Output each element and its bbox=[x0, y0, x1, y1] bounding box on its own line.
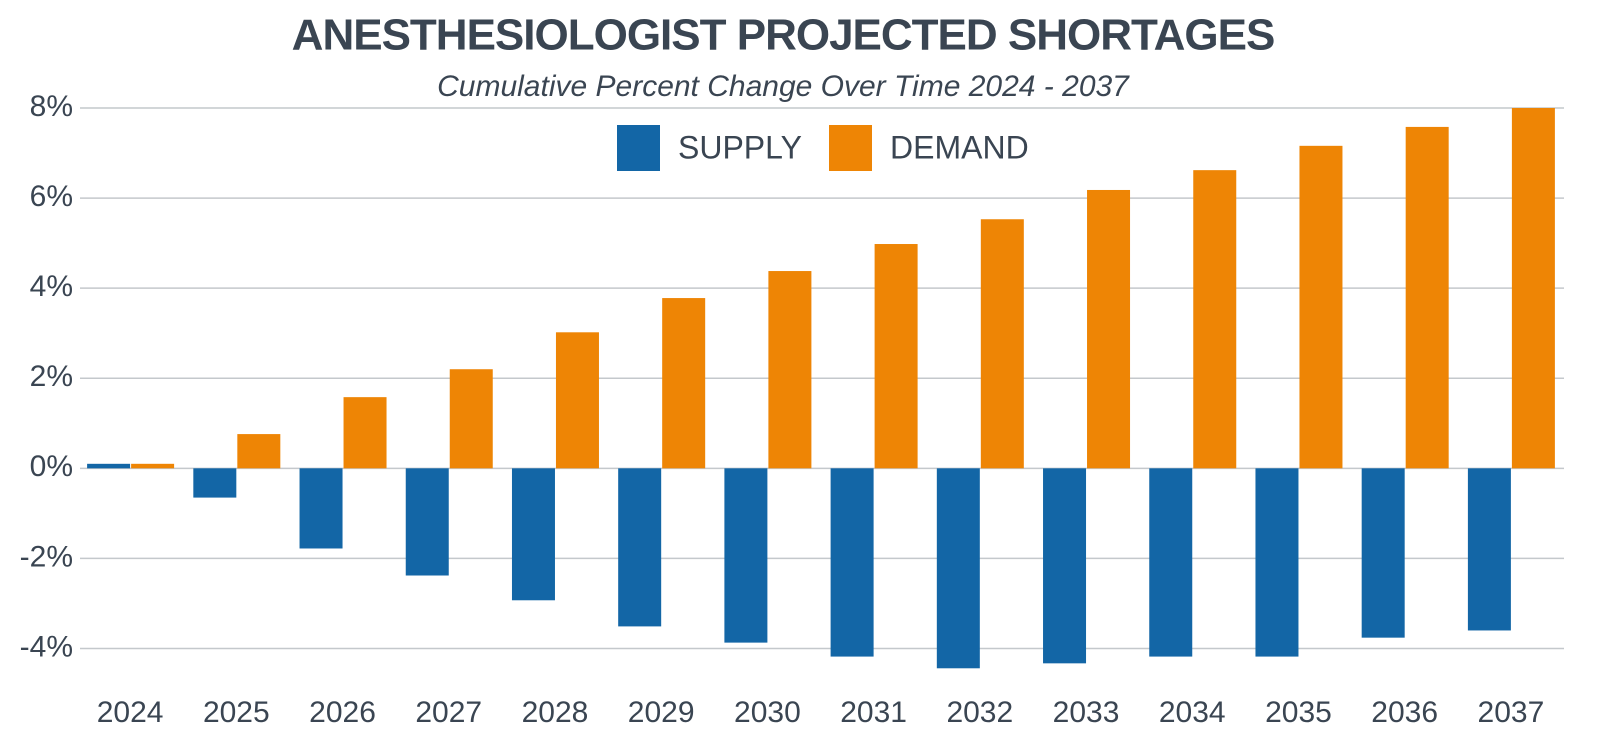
bar bbox=[768, 271, 812, 469]
x-tick-label: 2027 bbox=[415, 696, 482, 729]
y-tick-label: 2% bbox=[30, 360, 73, 393]
legend-swatch bbox=[617, 125, 660, 171]
bar bbox=[343, 397, 387, 469]
bar bbox=[511, 468, 555, 601]
x-tick-label: 2030 bbox=[734, 696, 801, 729]
legend-label: SUPPLY bbox=[678, 129, 802, 165]
bar bbox=[1511, 108, 1555, 469]
bar bbox=[874, 244, 918, 469]
x-tick-label: 2036 bbox=[1371, 696, 1438, 729]
y-tick-label: 4% bbox=[30, 270, 73, 303]
chart-subtitle: Cumulative Percent Change Over Time 2024… bbox=[437, 70, 1130, 103]
bar bbox=[1149, 468, 1193, 657]
bar bbox=[830, 468, 874, 657]
bar bbox=[237, 434, 281, 469]
bar bbox=[1361, 468, 1405, 638]
x-tick-label: 2028 bbox=[522, 696, 589, 729]
bar bbox=[405, 468, 449, 576]
bar bbox=[1043, 468, 1087, 664]
y-tick-label: 8% bbox=[30, 90, 73, 123]
y-tick-label: -2% bbox=[20, 540, 73, 573]
chart-title: ANESTHESIOLOGIST PROJECTED SHORTAGES bbox=[292, 11, 1275, 60]
bar bbox=[299, 468, 343, 549]
x-tick-label: 2025 bbox=[203, 696, 270, 729]
bar bbox=[193, 468, 237, 498]
x-tick-label: 2029 bbox=[628, 696, 695, 729]
bar bbox=[724, 468, 768, 643]
bar bbox=[936, 468, 980, 669]
bar bbox=[1405, 126, 1449, 469]
x-tick-label: 2024 bbox=[97, 696, 164, 729]
x-tick-label: 2035 bbox=[1265, 696, 1332, 729]
bar bbox=[618, 468, 662, 627]
y-tick-label: -4% bbox=[20, 630, 73, 663]
legend-swatch bbox=[829, 125, 872, 171]
x-tick-label: 2033 bbox=[1053, 696, 1120, 729]
bar bbox=[1255, 468, 1299, 657]
x-tick-label: 2032 bbox=[946, 696, 1013, 729]
bar bbox=[449, 369, 493, 469]
bar bbox=[1299, 145, 1343, 469]
x-tick-label: 2037 bbox=[1478, 696, 1545, 729]
legend-label: DEMAND bbox=[890, 129, 1029, 165]
y-tick-label: 0% bbox=[30, 450, 73, 483]
y-tick-label: 6% bbox=[30, 180, 73, 213]
x-tick-label: 2026 bbox=[309, 696, 376, 729]
bar bbox=[1467, 468, 1511, 631]
x-tick-label: 2031 bbox=[840, 696, 907, 729]
bar bbox=[555, 332, 599, 469]
x-tick-label: 2034 bbox=[1159, 696, 1226, 729]
bar bbox=[1087, 189, 1131, 469]
bar bbox=[662, 298, 706, 469]
bar bbox=[87, 463, 131, 469]
bar bbox=[1193, 170, 1237, 469]
bar bbox=[131, 463, 175, 469]
bar bbox=[980, 219, 1024, 469]
